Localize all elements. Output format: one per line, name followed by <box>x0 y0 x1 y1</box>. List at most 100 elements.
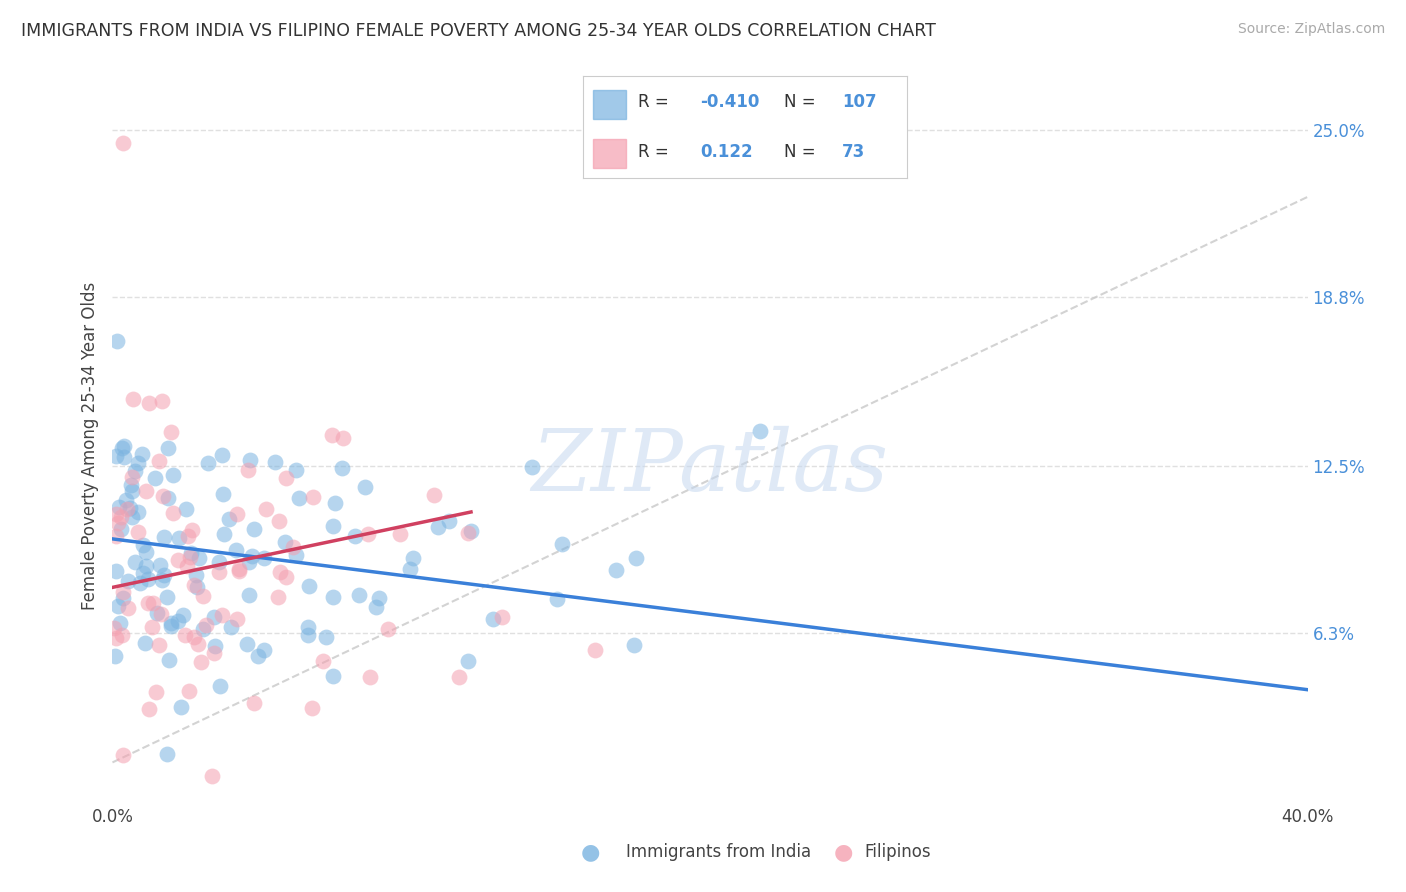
Point <box>150 573 173 587</box>
Point <box>457 654 479 668</box>
Point <box>107 599 129 613</box>
Point <box>135 559 157 574</box>
Point <box>149 607 172 621</box>
Point <box>427 520 450 534</box>
Text: Source: ZipAtlas.com: Source: ZipAtlas.com <box>1237 22 1385 37</box>
Point <box>354 480 377 494</box>
Point <box>298 579 321 593</box>
Point <box>157 652 180 666</box>
Point <box>110 509 132 524</box>
Point <box>167 552 190 566</box>
Point <box>160 619 183 633</box>
Text: Immigrants from India: Immigrants from India <box>626 843 811 861</box>
Point <box>132 566 155 580</box>
Point <box>156 590 179 604</box>
Point <box>149 558 172 572</box>
Point <box>176 559 198 574</box>
Point <box>138 702 160 716</box>
Point <box>167 531 190 545</box>
Point <box>186 580 208 594</box>
Point <box>124 555 146 569</box>
Point <box>219 620 242 634</box>
Point <box>228 564 250 578</box>
Point <box>105 529 128 543</box>
Point <box>520 460 543 475</box>
Point <box>368 591 391 605</box>
Point <box>188 550 211 565</box>
Bar <box>593 139 626 168</box>
Point <box>242 696 264 710</box>
Point <box>143 471 166 485</box>
Point <box>105 507 128 521</box>
Point <box>315 631 337 645</box>
Point <box>207 555 229 569</box>
Point <box>177 529 200 543</box>
Point <box>121 510 143 524</box>
Point <box>112 450 135 464</box>
Point <box>212 486 235 500</box>
Point <box>263 455 285 469</box>
Point <box>321 427 343 442</box>
Point <box>111 441 134 455</box>
Point <box>152 489 174 503</box>
Point <box>183 578 205 592</box>
Point <box>583 642 606 657</box>
Text: 107: 107 <box>842 94 877 112</box>
Point <box>226 507 249 521</box>
Point <box>238 555 260 569</box>
Point <box>122 392 145 406</box>
Point <box>187 637 209 651</box>
Point <box>254 502 277 516</box>
Point <box>288 491 311 505</box>
Point <box>285 549 308 563</box>
Point <box>162 467 184 482</box>
Point <box>141 620 163 634</box>
Point <box>457 526 479 541</box>
Point <box>624 550 647 565</box>
Point <box>156 747 179 761</box>
Text: ●: ● <box>834 842 853 862</box>
Point <box>111 136 134 150</box>
Point <box>398 561 420 575</box>
Point <box>177 683 200 698</box>
Point <box>238 588 260 602</box>
Point <box>322 519 344 533</box>
Point <box>148 638 170 652</box>
Point <box>605 563 627 577</box>
Point <box>134 636 156 650</box>
Point <box>211 607 233 622</box>
Point <box>201 769 224 783</box>
Text: 0.122: 0.122 <box>700 143 752 161</box>
Point <box>330 461 353 475</box>
Point <box>127 524 149 539</box>
Point <box>623 638 645 652</box>
Point <box>402 551 425 566</box>
Point <box>127 456 149 470</box>
Point <box>437 514 460 528</box>
Point <box>146 606 169 620</box>
Point <box>172 607 194 622</box>
Point <box>269 566 291 580</box>
Point <box>127 505 149 519</box>
Point <box>157 491 180 505</box>
Point <box>491 610 513 624</box>
Point <box>225 543 247 558</box>
Point <box>174 501 197 516</box>
Point <box>193 622 215 636</box>
Point <box>297 619 319 633</box>
Point <box>183 630 205 644</box>
Point <box>179 549 201 564</box>
Point <box>267 514 290 528</box>
Point <box>325 496 347 510</box>
Point <box>190 656 212 670</box>
Point <box>169 700 191 714</box>
Point <box>167 615 190 629</box>
Point <box>276 570 298 584</box>
Point <box>131 447 153 461</box>
Point <box>551 536 574 550</box>
Point <box>235 636 257 650</box>
Point <box>322 669 344 683</box>
Point <box>148 453 170 467</box>
Point <box>302 491 325 505</box>
Text: R =: R = <box>638 94 669 112</box>
